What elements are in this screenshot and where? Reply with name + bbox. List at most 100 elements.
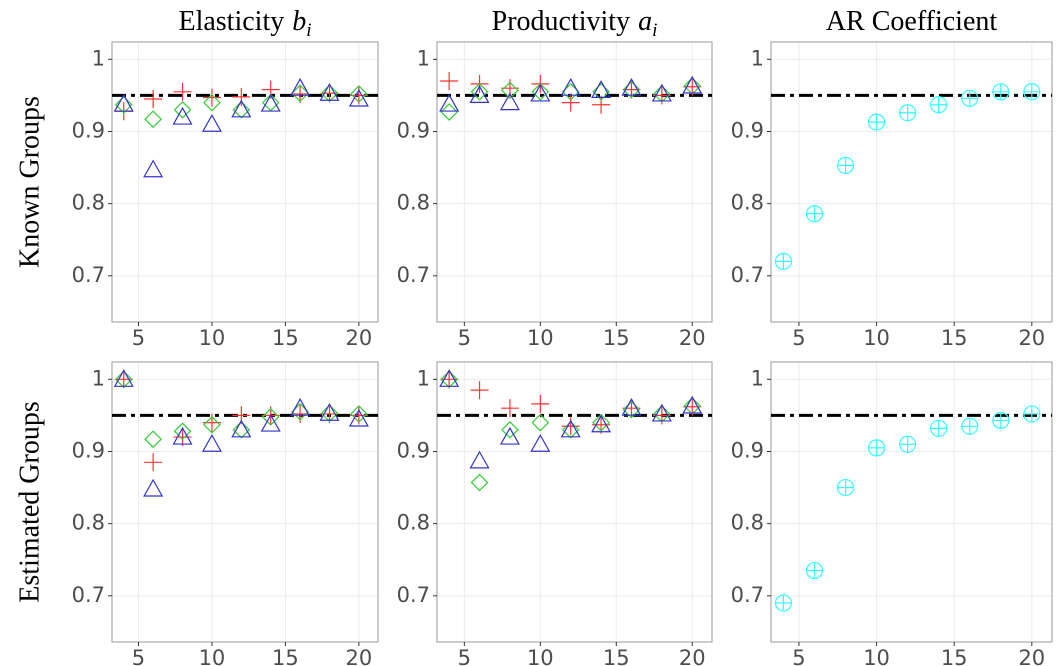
y-tick-label: 0.9 [72,438,105,462]
y-tick-label: 1 [92,46,105,70]
y-tick-label: 0.9 [397,438,430,462]
title-symbol: b [292,6,306,37]
point [805,205,824,223]
point [591,80,612,98]
point [202,88,221,107]
x-tick-label: 20 [1018,646,1045,666]
y-tick-label: 1 [417,46,430,70]
title-subscript: i [306,20,311,41]
point [530,434,551,452]
point [774,252,793,270]
point [203,415,221,434]
x-tick-label: 15 [941,326,968,350]
point [469,450,490,469]
x-tick-label: 5 [458,646,471,666]
point [621,77,642,96]
point [439,93,460,112]
x-tick-label: 5 [458,326,471,350]
x-tick-label: 15 [941,646,968,666]
row-label: Known Groups [14,96,45,268]
point [144,90,163,109]
point [1023,405,1041,423]
x-tick-label: 20 [679,646,706,666]
point [992,83,1010,101]
point [201,434,222,452]
point [470,381,489,400]
x-tick-label: 5 [132,326,145,350]
point [350,405,368,423]
point [144,110,162,129]
x-tick-label: 5 [792,646,805,666]
point [439,369,460,387]
point [113,369,134,387]
panel-border [111,41,379,323]
y-tick-label: 0.8 [731,191,764,215]
point [114,370,133,389]
point [653,85,671,103]
point [501,420,519,439]
point [348,88,369,107]
y-tick-label: 0.7 [72,583,105,607]
point [682,75,703,94]
point [114,95,133,114]
y-tick-label: 0.7 [731,583,764,607]
point [531,413,550,432]
point [899,435,917,453]
x-tick-label: 20 [346,646,373,666]
point [201,114,222,132]
point [930,419,948,437]
x-tick-label: 10 [527,646,554,666]
point [290,77,311,96]
title-text: Productivity [492,6,630,37]
point [319,83,340,101]
point [592,82,610,101]
point [1023,83,1041,101]
x-tick-label: 10 [863,646,890,666]
point [560,77,581,96]
point [499,426,520,445]
x-tick-label: 20 [679,326,706,350]
point [231,419,252,438]
point [232,420,251,439]
y-tick-label: 0.9 [397,118,430,142]
point [440,370,459,389]
point [531,82,550,101]
point [320,404,339,423]
point [501,81,519,100]
x-tick-label: 20 [1018,326,1045,350]
x-tick-label: 5 [792,326,805,350]
point [113,93,134,112]
x-tick-label: 15 [603,646,630,666]
point [961,417,979,435]
point [144,453,163,472]
point [232,87,251,106]
point [143,478,164,497]
y-tick-label: 0.9 [72,118,105,142]
x-tick-label: 15 [603,326,630,350]
panel-title: Elasticity bi [178,6,311,41]
point [261,407,280,426]
point [651,403,672,422]
panel-title: Productivity ai [492,6,658,41]
point [470,473,489,492]
y-tick-label: 0.9 [731,118,764,142]
y-tick-label: 0.8 [72,511,105,535]
point [774,594,793,612]
point [836,156,855,174]
point [591,414,612,433]
panel-border [770,41,1053,323]
x-tick-label: 10 [199,646,226,666]
point [683,397,702,415]
point [203,93,221,112]
y-tick-label: 1 [751,46,764,70]
panel-border [436,361,713,643]
point [805,562,824,580]
y-tick-label: 0.9 [731,438,764,462]
point [114,370,133,389]
panel-border [436,41,713,323]
x-tick-label: 10 [527,326,554,350]
point [682,395,703,414]
point [260,93,281,112]
x-tick-label: 10 [863,326,890,350]
